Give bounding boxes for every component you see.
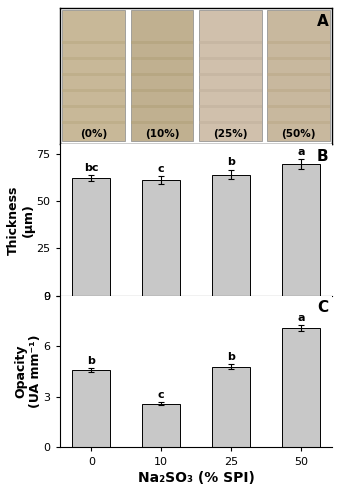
Bar xyxy=(131,104,193,108)
Bar xyxy=(142,180,180,296)
Bar xyxy=(267,89,330,92)
Bar xyxy=(62,120,125,124)
Bar xyxy=(131,89,193,92)
Text: c: c xyxy=(158,164,164,174)
Bar xyxy=(267,104,330,108)
Text: a: a xyxy=(297,147,305,157)
Bar xyxy=(62,104,125,108)
Bar xyxy=(199,120,262,124)
Text: B: B xyxy=(317,148,328,164)
Text: bc: bc xyxy=(84,163,99,173)
Bar xyxy=(62,41,125,44)
Bar xyxy=(199,73,262,76)
Bar xyxy=(267,57,330,60)
Bar xyxy=(199,57,262,60)
Bar xyxy=(267,10,330,141)
Bar xyxy=(142,404,180,448)
Bar xyxy=(267,41,330,44)
Text: A: A xyxy=(317,14,328,30)
Bar xyxy=(72,370,110,448)
Text: b: b xyxy=(87,356,95,366)
Text: (0%): (0%) xyxy=(80,128,107,138)
Bar xyxy=(267,73,330,76)
Text: b: b xyxy=(227,352,235,362)
Bar xyxy=(131,73,193,76)
Bar xyxy=(212,174,250,296)
Bar xyxy=(199,104,262,108)
Bar xyxy=(62,57,125,60)
Text: c: c xyxy=(158,390,164,400)
Bar xyxy=(131,41,193,44)
Bar xyxy=(62,73,125,76)
Text: (50%): (50%) xyxy=(281,128,316,138)
Bar xyxy=(199,41,262,44)
Bar xyxy=(62,89,125,92)
Bar xyxy=(212,366,250,448)
Bar xyxy=(199,89,262,92)
Bar xyxy=(282,164,320,296)
Text: (25%): (25%) xyxy=(213,128,248,138)
Bar xyxy=(72,178,110,296)
Bar xyxy=(282,328,320,448)
Bar xyxy=(199,10,262,141)
Bar xyxy=(62,10,125,141)
Text: b: b xyxy=(227,158,235,168)
Y-axis label: Thickness
(μm): Thickness (μm) xyxy=(7,186,35,254)
Bar xyxy=(131,10,193,141)
Y-axis label: Opacity
(UA mm⁻¹): Opacity (UA mm⁻¹) xyxy=(14,335,42,408)
Bar xyxy=(131,57,193,60)
X-axis label: Na₂SO₃ (% SPI): Na₂SO₃ (% SPI) xyxy=(138,470,254,484)
Text: a: a xyxy=(297,313,305,323)
Text: C: C xyxy=(317,300,328,316)
Bar xyxy=(131,120,193,124)
Bar xyxy=(267,120,330,124)
Text: (10%): (10%) xyxy=(145,128,179,138)
